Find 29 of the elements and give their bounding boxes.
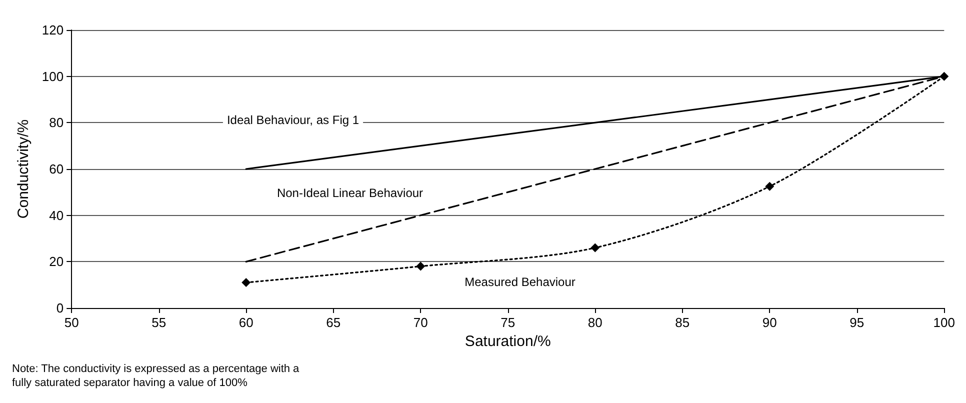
y-tick-label: 20 — [49, 254, 64, 270]
point — [242, 278, 251, 288]
annotation: Non-Ideal Linear Behaviour — [276, 186, 424, 200]
text: Note: The conductivity is expressed as a percentage with a fully saturated separator having a value of 100% — [12, 363, 302, 389]
x-tick-label: 70 — [413, 315, 428, 330]
annotation: Ideal Behaviour, as Fig 1 — [226, 113, 360, 127]
x-tick-label: 55 — [152, 315, 166, 330]
x-axis-title: Saturation/% — [464, 332, 551, 350]
y-tick-label: 0 — [56, 300, 64, 316]
x-tick-label: 75 — [500, 315, 516, 330]
x-tick-label: 85 — [675, 315, 690, 330]
y-tick-label: 120 — [42, 22, 64, 38]
x-tick-label: 65 — [326, 315, 341, 330]
point — [940, 72, 949, 81]
y-axis-title: Conductivity/% — [15, 119, 32, 219]
x-tick-label: 100 — [933, 315, 956, 330]
point — [416, 262, 426, 271]
point — [765, 182, 774, 191]
point — [590, 243, 600, 252]
x-tick-label: 60 — [238, 315, 254, 330]
y-tick-label: 40 — [49, 208, 64, 223]
x-tick-label: 90 — [762, 315, 777, 330]
annotation: Measured Behaviour — [464, 275, 576, 289]
x-tick-label: 80 — [588, 315, 602, 330]
y-tick-label: 80 — [49, 115, 64, 130]
x-tick-label: 95 — [850, 315, 864, 330]
y-tick-label: 100 — [42, 68, 64, 84]
y-tick-label: 60 — [49, 162, 64, 176]
x-tick-label: 50 — [64, 315, 79, 330]
